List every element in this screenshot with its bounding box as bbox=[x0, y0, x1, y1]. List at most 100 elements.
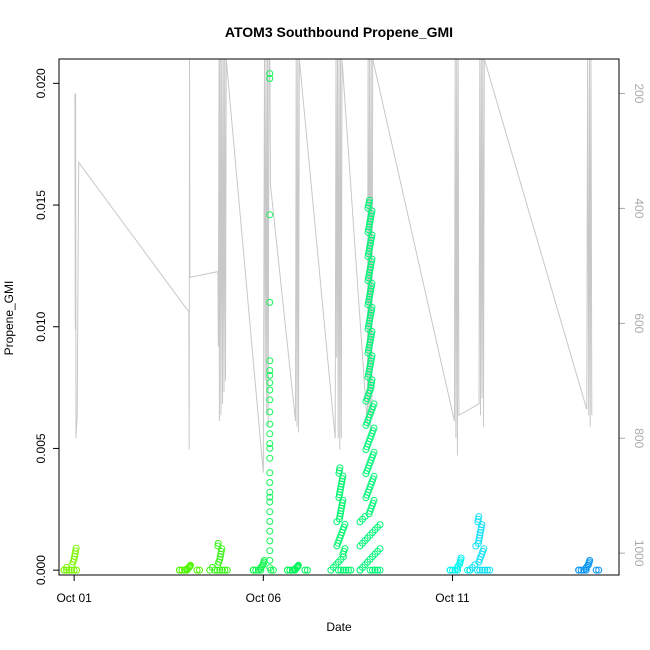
data-point bbox=[63, 566, 71, 574]
y-tick-label: 0.015 bbox=[34, 190, 48, 220]
data-point bbox=[368, 354, 375, 362]
data-point bbox=[339, 553, 347, 561]
data-point bbox=[303, 566, 311, 574]
data-point bbox=[196, 566, 203, 574]
data-point bbox=[454, 566, 462, 574]
data-point bbox=[283, 566, 291, 574]
data-point bbox=[249, 566, 257, 574]
data-point bbox=[476, 529, 484, 537]
data-point bbox=[252, 566, 260, 574]
y2-tick-label: 1000 bbox=[632, 540, 646, 567]
data-point bbox=[575, 566, 583, 574]
data-point bbox=[356, 566, 364, 574]
data-point bbox=[68, 566, 76, 574]
data-point bbox=[266, 396, 274, 404]
altitude-trace-layer bbox=[74, 58, 593, 473]
data-point bbox=[286, 566, 294, 574]
data-point bbox=[335, 467, 343, 475]
data-point bbox=[216, 555, 224, 563]
data-point bbox=[367, 285, 375, 293]
data-point bbox=[266, 469, 274, 477]
data-point bbox=[367, 357, 375, 365]
data-point bbox=[183, 566, 191, 574]
x-tick-label: Oct 01 bbox=[56, 591, 92, 605]
data-point bbox=[365, 298, 372, 306]
data-point bbox=[187, 561, 194, 569]
data-point bbox=[266, 430, 274, 438]
data-point bbox=[370, 400, 378, 408]
data-point bbox=[577, 566, 585, 574]
data-point bbox=[60, 566, 68, 574]
data-point bbox=[266, 508, 274, 516]
data-point bbox=[364, 301, 372, 309]
data-point bbox=[178, 566, 186, 574]
data-point bbox=[365, 274, 372, 282]
data-point bbox=[347, 566, 355, 574]
data-point bbox=[595, 566, 603, 574]
data-point bbox=[344, 566, 352, 574]
data-point bbox=[366, 341, 373, 349]
data-point bbox=[337, 480, 345, 488]
y-tick-label: 0.020 bbox=[34, 68, 48, 98]
data-point bbox=[70, 566, 78, 574]
data-point bbox=[266, 371, 274, 379]
data-point bbox=[223, 566, 231, 574]
data-point bbox=[336, 464, 344, 472]
data-point bbox=[476, 531, 484, 539]
data-point bbox=[369, 566, 376, 574]
data-point bbox=[257, 566, 265, 574]
data-point bbox=[266, 493, 274, 501]
data-point bbox=[366, 242, 374, 250]
data-point bbox=[364, 228, 372, 236]
data-point bbox=[266, 408, 274, 416]
data-point bbox=[334, 566, 342, 574]
data-point bbox=[367, 287, 374, 295]
data-point bbox=[266, 379, 274, 387]
data-point bbox=[214, 542, 222, 550]
data-point bbox=[336, 510, 344, 518]
data-point bbox=[266, 211, 274, 219]
y-tick-label: 0.010 bbox=[34, 311, 48, 341]
data-point bbox=[370, 496, 378, 504]
data-point bbox=[374, 566, 381, 574]
data-point bbox=[266, 70, 274, 78]
x-tick-label: Oct 11 bbox=[435, 591, 470, 605]
y-tick-label: 0.000 bbox=[34, 555, 48, 585]
data-point bbox=[368, 306, 375, 314]
plot-frame bbox=[58, 58, 620, 576]
data-point bbox=[477, 523, 485, 531]
data-point bbox=[368, 210, 375, 218]
data-point bbox=[337, 507, 345, 515]
data-point bbox=[266, 564, 274, 572]
data-point bbox=[365, 344, 373, 352]
y-tick-label: 0.005 bbox=[34, 433, 48, 463]
data-point bbox=[367, 311, 374, 319]
data-point bbox=[269, 566, 277, 574]
data-point bbox=[337, 483, 345, 491]
data-point bbox=[65, 566, 73, 574]
data-point bbox=[266, 420, 274, 428]
data-point bbox=[370, 472, 378, 480]
data-point bbox=[214, 539, 222, 547]
data-point bbox=[370, 424, 378, 432]
data-point bbox=[72, 544, 80, 552]
data-point bbox=[367, 384, 375, 392]
data-point bbox=[376, 521, 384, 529]
data-point bbox=[371, 566, 379, 574]
y2-tick-label: 200 bbox=[632, 83, 646, 103]
data-point bbox=[266, 444, 274, 452]
data-point bbox=[451, 566, 459, 574]
data-point bbox=[221, 566, 229, 574]
y-axis-label: Propene_GMI bbox=[2, 281, 16, 356]
data-point bbox=[368, 330, 375, 338]
data-point bbox=[370, 448, 378, 456]
chart-title: ATOM3 Southbound Propene_GMI bbox=[225, 24, 453, 40]
data-point bbox=[266, 75, 274, 82]
data-point bbox=[338, 475, 346, 483]
data-point bbox=[266, 547, 274, 555]
y2-tick-label: 800 bbox=[632, 428, 646, 448]
data-point bbox=[266, 479, 274, 486]
data-point bbox=[586, 556, 594, 564]
points-layer bbox=[60, 70, 603, 574]
